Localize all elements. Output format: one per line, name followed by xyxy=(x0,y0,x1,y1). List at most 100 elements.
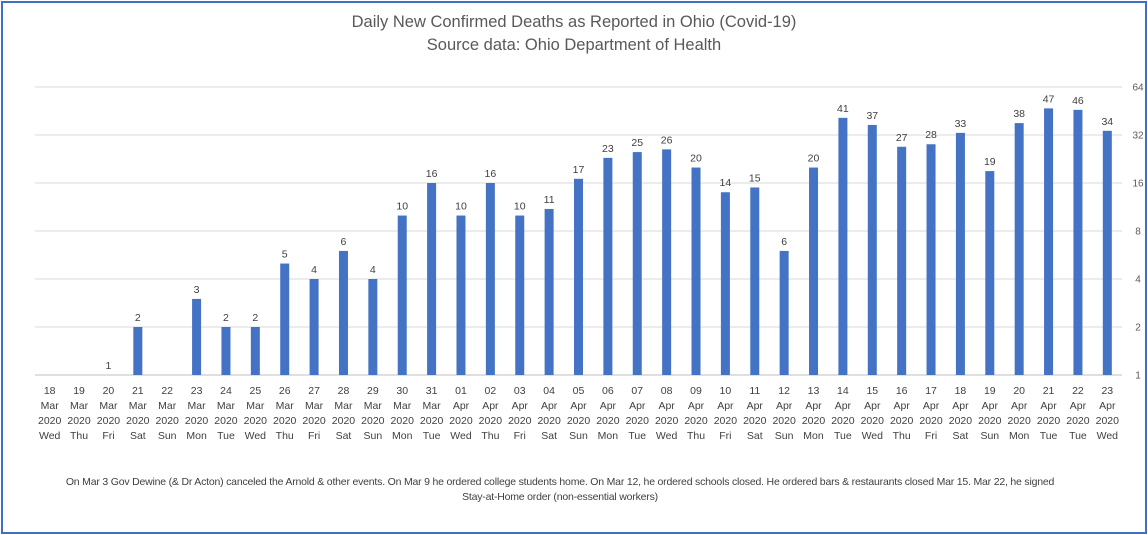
x-tick-label: Apr xyxy=(952,400,969,412)
x-tick-label: Apr xyxy=(893,400,910,412)
x-tick-label: Apr xyxy=(835,400,852,412)
data-label: 26 xyxy=(661,134,673,146)
x-tick-label: Sat xyxy=(541,430,557,442)
x-tick-label: Apr xyxy=(600,400,617,412)
data-label: 46 xyxy=(1072,95,1084,107)
x-tick-label: 04 xyxy=(543,385,555,397)
x-tick-label: Apr xyxy=(982,400,999,412)
x-tick-label: 2020 xyxy=(391,415,415,427)
bar xyxy=(574,178,583,375)
x-tick-label: 20 xyxy=(1013,385,1025,397)
bar xyxy=(662,149,672,375)
data-label: 10 xyxy=(514,201,526,213)
x-tick-label: 12 xyxy=(778,385,790,397)
x-tick-label: 2020 xyxy=(479,415,503,427)
chart-annotation: On Mar 3 Gov Dewine (& Dr Acton) cancele… xyxy=(65,476,1055,503)
bar xyxy=(456,215,466,375)
data-label: 1 xyxy=(106,360,112,372)
data-label: 11 xyxy=(544,194,555,206)
x-tick-label: Tue xyxy=(628,430,646,442)
bar xyxy=(632,152,642,375)
x-tick-label: 2020 xyxy=(449,415,473,427)
x-tick-label: 06 xyxy=(602,385,614,397)
x-tick-label: 11 xyxy=(749,385,760,397)
data-label: 20 xyxy=(690,153,702,165)
data-label: 14 xyxy=(720,177,732,189)
x-tick-label: 2020 xyxy=(831,415,855,427)
x-tick-label: Tue xyxy=(217,430,235,442)
data-label: 16 xyxy=(485,168,497,180)
x-tick-label: 2020 xyxy=(655,415,679,427)
x-tick-label: Mar xyxy=(129,400,148,412)
bar xyxy=(955,132,965,375)
bar xyxy=(1044,108,1054,376)
x-tick-label: 30 xyxy=(396,385,408,397)
data-label: 4 xyxy=(370,264,376,276)
bar xyxy=(985,171,995,375)
x-tick-label: Mar xyxy=(246,400,265,412)
x-tick-label: 2020 xyxy=(1096,415,1120,427)
x-tick-label: Thu xyxy=(481,430,499,442)
x-tick-label: Mar xyxy=(305,400,324,412)
data-label: 5 xyxy=(282,249,288,261)
x-tick-label: 18 xyxy=(955,385,967,397)
x-tick-label: 31 xyxy=(426,385,438,397)
x-tick-label: 2020 xyxy=(596,415,620,427)
x-tick-label: Tue xyxy=(423,430,441,442)
x-tick-label: 2020 xyxy=(38,415,62,427)
x-tick-label: 27 xyxy=(308,385,320,397)
x-tick-label: 07 xyxy=(631,385,643,397)
x-tick-label: Tue xyxy=(1040,430,1058,442)
x-tick-label: Apr xyxy=(776,400,793,412)
x-tick-label: Sun xyxy=(364,430,383,442)
x-tick-label: Apr xyxy=(570,400,587,412)
x-tick-label: 2020 xyxy=(214,415,238,427)
x-tick-label: 08 xyxy=(661,385,673,397)
x-tick-label: Apr xyxy=(1070,400,1087,412)
x-tick-label: Mar xyxy=(334,400,353,412)
x-tick-label: Thu xyxy=(687,430,705,442)
x-tick-label: 22 xyxy=(161,385,173,397)
data-label: 6 xyxy=(781,236,787,248)
x-tick-label: 05 xyxy=(573,385,585,397)
x-tick-label: 2020 xyxy=(361,415,385,427)
x-tick-label: Fri xyxy=(925,430,937,442)
x-tick-label: Apr xyxy=(629,400,646,412)
x-tick-label: Apr xyxy=(1099,400,1116,412)
x-tick-label: Fri xyxy=(308,430,320,442)
x-tick-label: Apr xyxy=(864,400,881,412)
x-tick-label: Mon xyxy=(392,430,413,442)
y-tick-label: 64 xyxy=(1132,83,1144,94)
x-tick-label: Apr xyxy=(805,400,822,412)
x-tick-label: 01 xyxy=(455,385,467,397)
x-tick-label: 2020 xyxy=(714,415,738,427)
x-tick-label: Apr xyxy=(482,400,499,412)
bar xyxy=(926,144,936,375)
x-tick-label: Apr xyxy=(717,400,734,412)
y-tick-label: 8 xyxy=(1135,227,1141,238)
data-label: 38 xyxy=(1013,108,1025,120)
bar xyxy=(809,167,819,375)
x-tick-label: Tue xyxy=(1069,430,1087,442)
x-tick-label: Sun xyxy=(158,430,177,442)
x-tick-label: 2020 xyxy=(1037,415,1061,427)
bar xyxy=(133,327,143,375)
x-tick-label: Mon xyxy=(803,430,824,442)
bar xyxy=(397,215,407,375)
bar xyxy=(544,208,554,375)
y-tick-label: 16 xyxy=(1132,179,1144,190)
x-tick-label: 23 xyxy=(1101,385,1113,397)
x-tick-label: Apr xyxy=(541,400,558,412)
bar xyxy=(1014,123,1024,375)
data-label: 3 xyxy=(194,284,200,296)
x-tick-label: Mar xyxy=(70,400,89,412)
x-tick-label: 2020 xyxy=(185,415,209,427)
x-tick-label: 25 xyxy=(249,385,261,397)
x-tick-label: Mar xyxy=(158,400,177,412)
x-tick-label: Sat xyxy=(953,430,969,442)
x-tick-label: 26 xyxy=(279,385,291,397)
x-tick-label: Apr xyxy=(747,400,764,412)
bar xyxy=(1073,109,1083,376)
x-tick-label: 22 xyxy=(1072,385,1084,397)
x-tick-label: 2020 xyxy=(626,415,650,427)
